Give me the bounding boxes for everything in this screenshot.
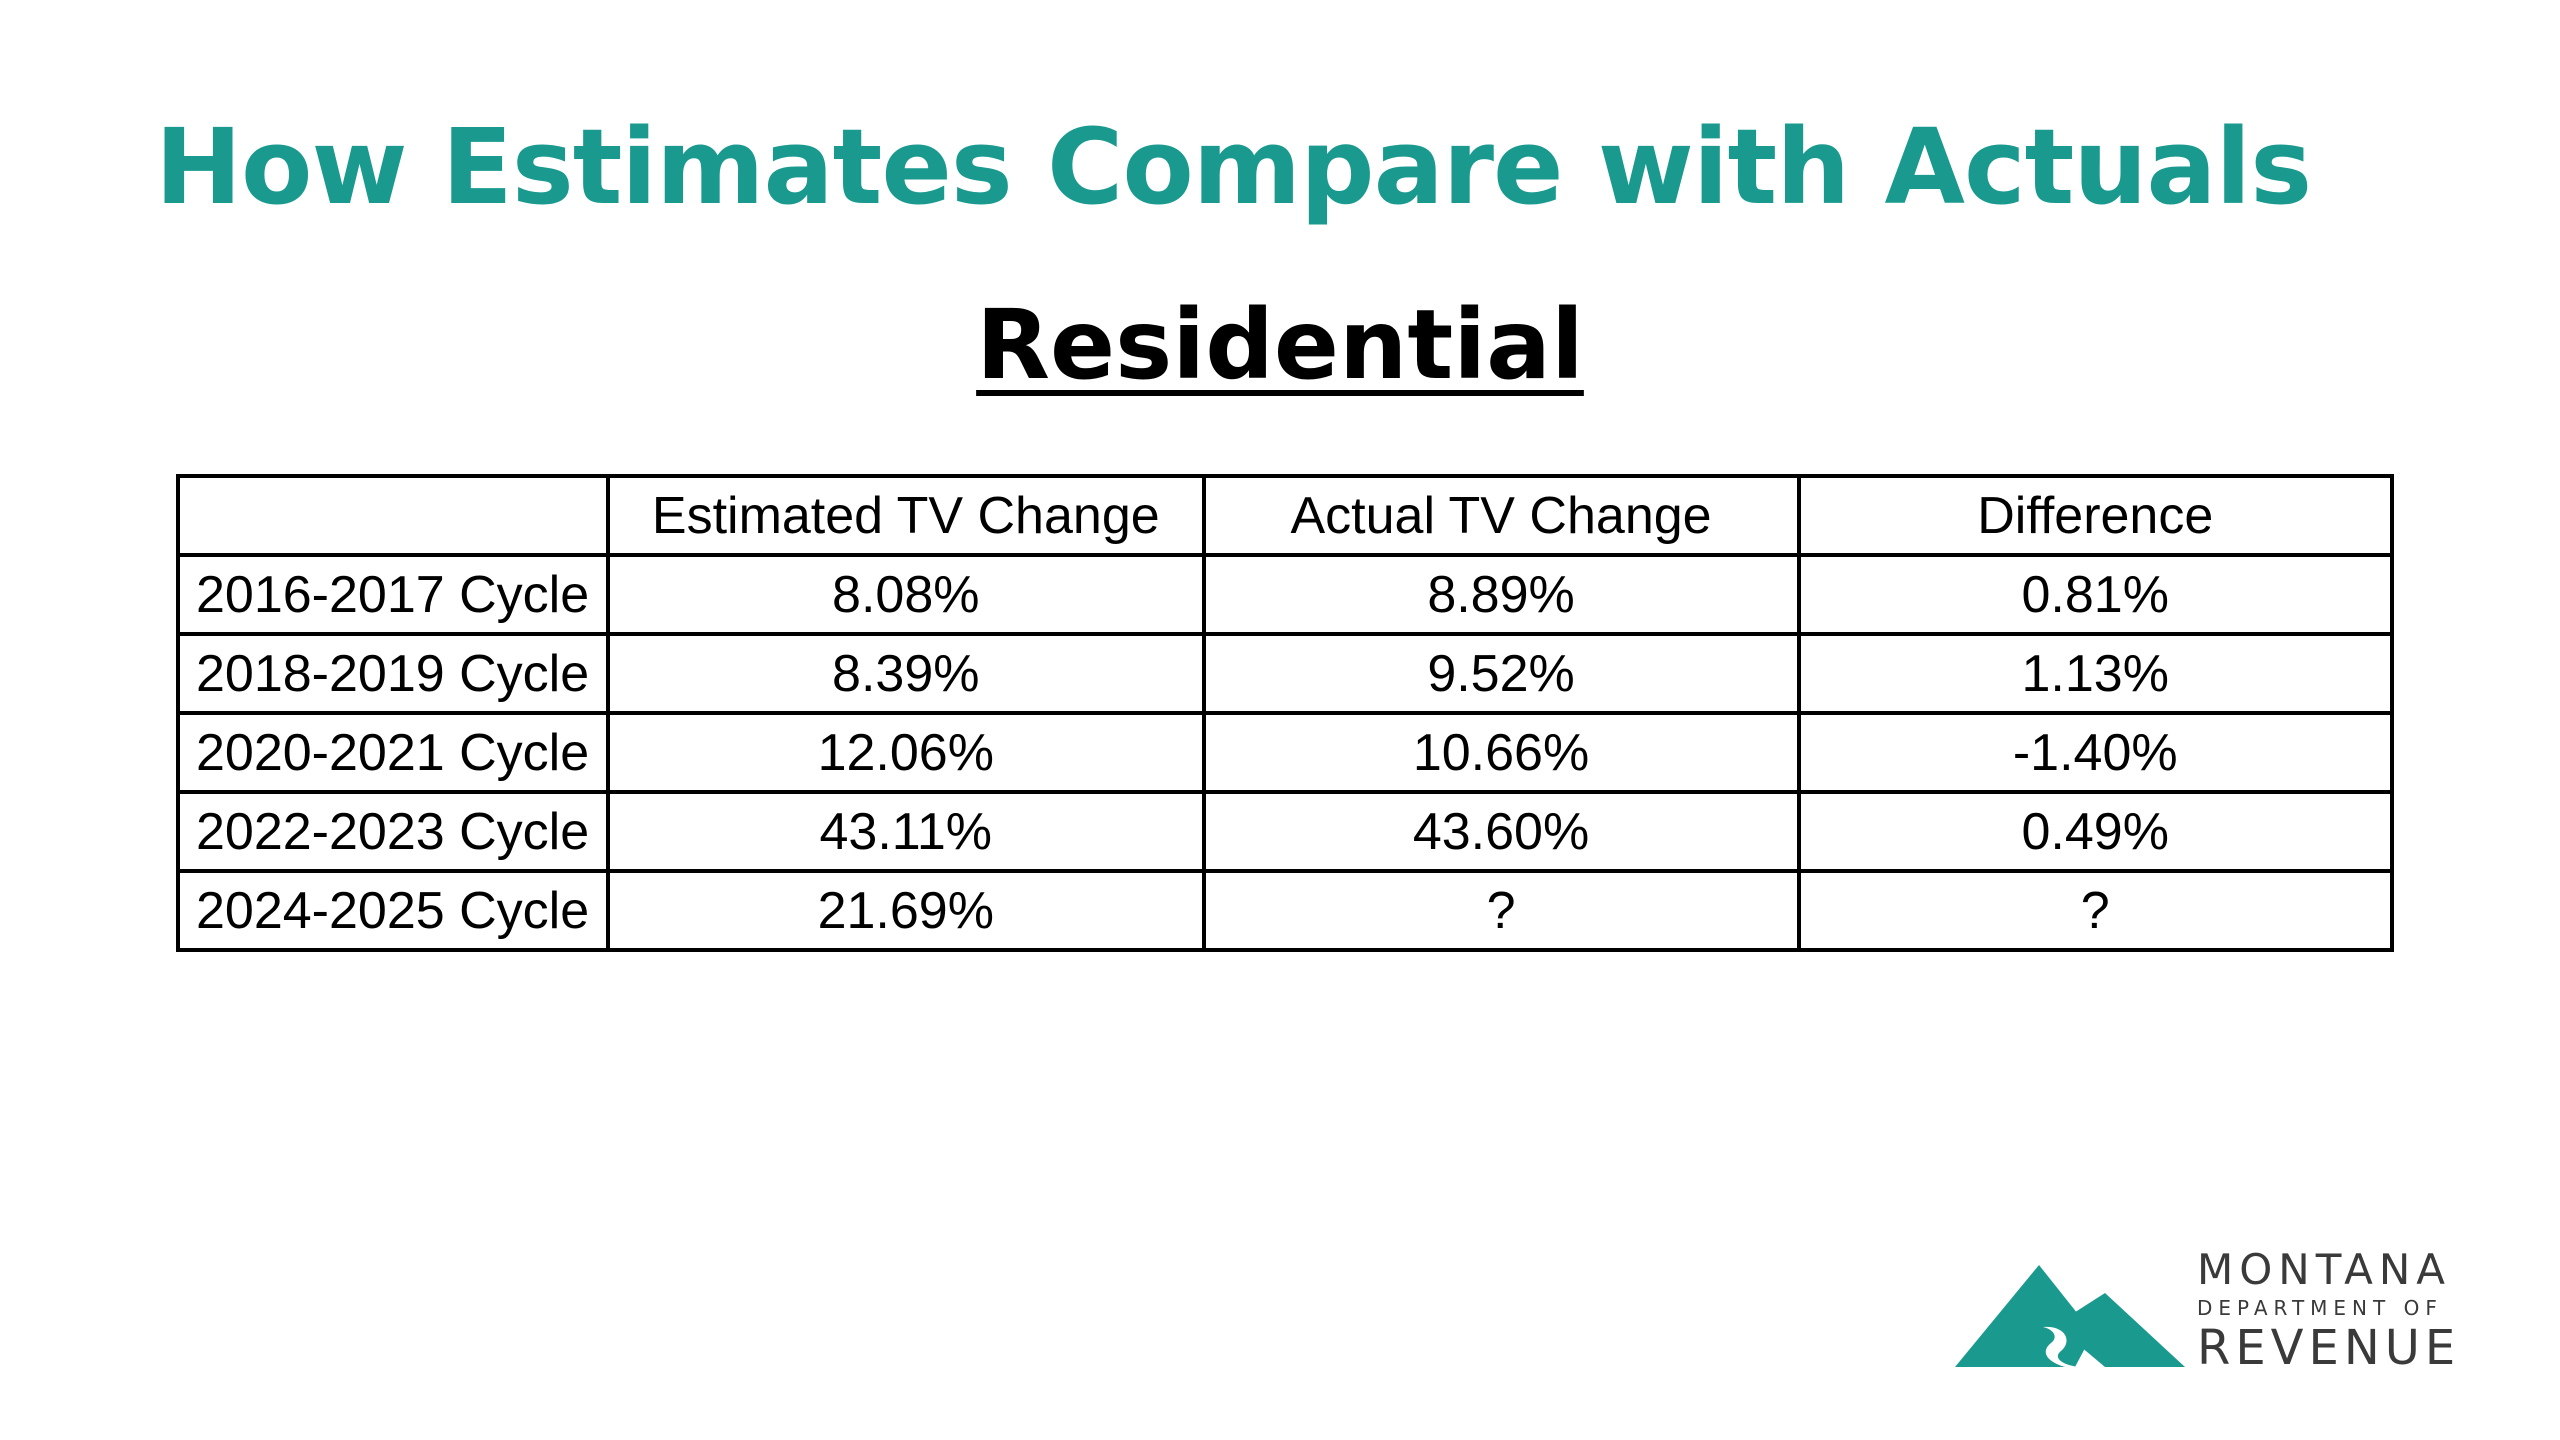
logo-wordmark: MONTANA DEPARTMENT OF REVENUE <box>2197 1245 2460 1375</box>
table-header-row: Estimated TV Change Actual TV Change Dif… <box>176 474 2394 557</box>
estimated-cell: 12.06% <box>605 711 1206 794</box>
header-cell-empty <box>176 474 610 557</box>
actual-cell: 8.89% <box>1201 553 1801 636</box>
estimated-cell: 8.39% <box>605 632 1206 715</box>
table-row: 2024-2025 Cycle 21.69% ? ? <box>176 869 2394 952</box>
table-row: 2020-2021 Cycle 12.06% 10.66% -1.40% <box>176 711 2394 794</box>
table-row: 2016-2017 Cycle 8.08% 8.89% 0.81% <box>176 553 2394 636</box>
table-row: 2018-2019 Cycle 8.39% 9.52% 1.13% <box>176 632 2394 715</box>
difference-cell: -1.40% <box>1796 711 2394 794</box>
table-row: 2022-2023 Cycle 43.11% 43.60% 0.49% <box>176 790 2394 873</box>
row-label: 2020-2021 Cycle <box>176 711 610 794</box>
comparison-table: Estimated TV Change Actual TV Change Dif… <box>176 474 2394 952</box>
difference-cell: 0.49% <box>1796 790 2394 873</box>
logo-line-revenue: REVENUE <box>2197 1320 2461 1376</box>
actual-cell: 10.66% <box>1201 711 1801 794</box>
estimated-cell: 21.69% <box>605 869 1206 952</box>
logo-line-montana: MONTANA <box>2197 1245 2451 1294</box>
header-cell-actual: Actual TV Change <box>1201 474 1801 557</box>
row-label: 2022-2023 Cycle <box>176 790 610 873</box>
mountain-logo-icon <box>1955 1265 2185 1367</box>
header-cell-estimated: Estimated TV Change <box>605 474 1206 557</box>
row-label: 2018-2019 Cycle <box>176 632 610 715</box>
actual-cell: 43.60% <box>1201 790 1801 873</box>
difference-cell: ? <box>1796 869 2394 952</box>
row-label: 2024-2025 Cycle <box>176 869 610 952</box>
header-cell-difference: Difference <box>1796 474 2394 557</box>
estimated-cell: 8.08% <box>605 553 1206 636</box>
difference-cell: 0.81% <box>1796 553 2394 636</box>
montana-revenue-logo: MONTANA DEPARTMENT OF REVENUE <box>1955 1245 2495 1375</box>
actual-cell: 9.52% <box>1201 632 1801 715</box>
actual-cell: ? <box>1201 869 1801 952</box>
logo-line-department: DEPARTMENT OF <box>2197 1296 2443 1320</box>
estimated-cell: 43.11% <box>605 790 1206 873</box>
slide-subtitle: Residential <box>0 290 2560 400</box>
difference-cell: 1.13% <box>1796 632 2394 715</box>
slide-title: How Estimates Compare with Actuals <box>155 106 2312 228</box>
row-label: 2016-2017 Cycle <box>176 553 610 636</box>
subtitle-text: Residential <box>976 289 1584 401</box>
